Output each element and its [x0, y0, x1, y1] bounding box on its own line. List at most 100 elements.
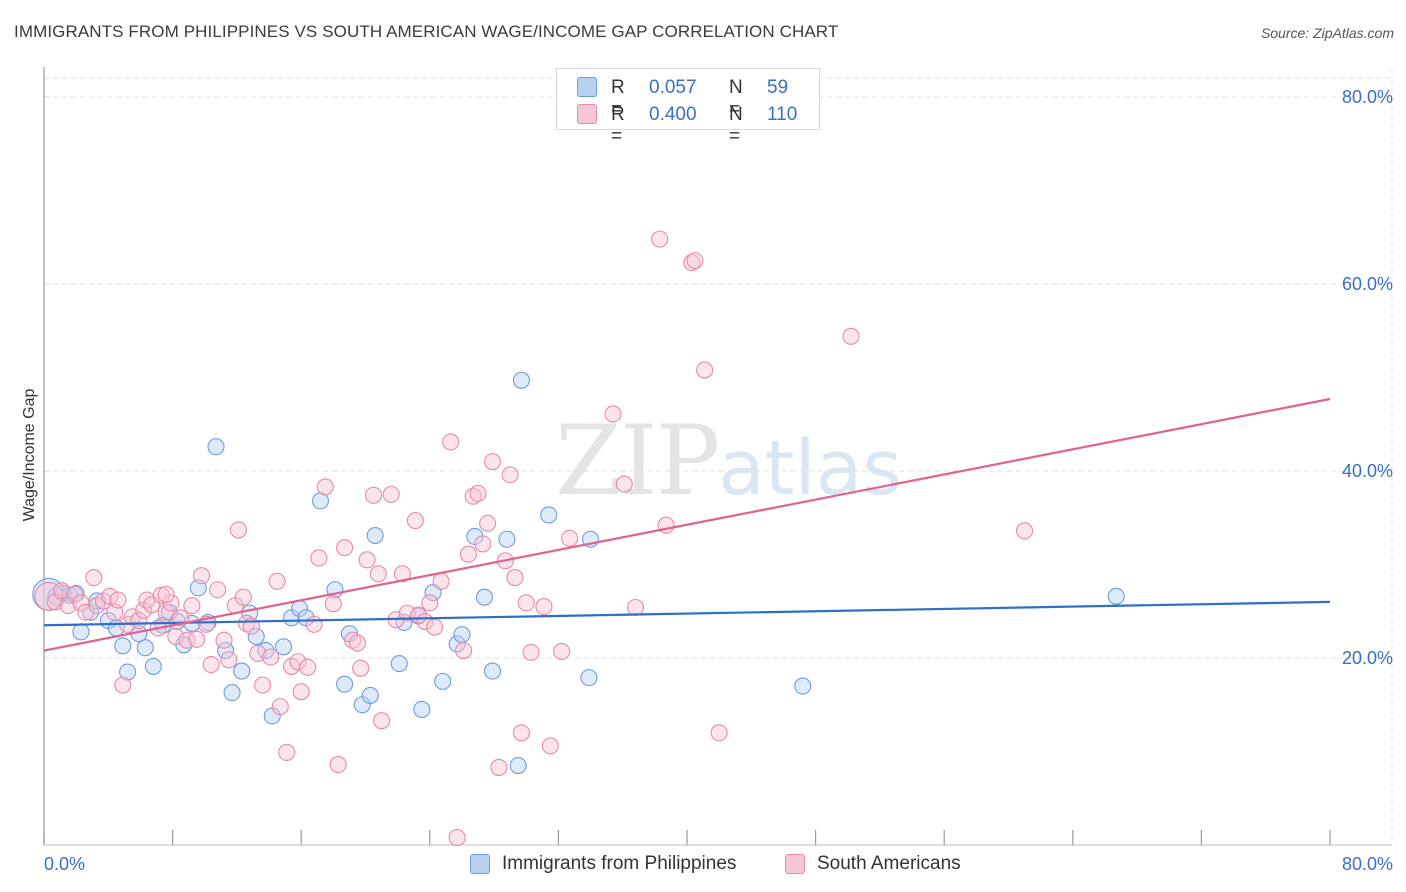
philippines-point: [207, 438, 225, 456]
south-americans-point: [506, 569, 524, 587]
bottom-legend-swatch-blue: [470, 854, 490, 874]
south-americans-point: [316, 478, 334, 496]
south-americans-point: [234, 588, 252, 606]
south-americans-point: [53, 582, 71, 600]
south-americans-point: [167, 627, 185, 646]
philippines-point: [361, 686, 379, 704]
axes: [43, 67, 1392, 846]
philippines-point: [223, 684, 241, 702]
south-americans-point: [432, 572, 450, 590]
south-americans-point: [109, 591, 127, 609]
south-americans-trend-line: [43, 397, 1331, 652]
legend-swatch-pink: [577, 104, 597, 124]
south-americans-point: [237, 614, 256, 632]
south-americans-point: [358, 551, 376, 569]
philippines-point: [794, 677, 812, 695]
y-tick-label: 20.0%: [1342, 648, 1393, 668]
south-americans-point: [474, 535, 492, 553]
south-americans-point: [561, 529, 579, 547]
philippines-point: [136, 639, 154, 657]
south-americans-point: [348, 634, 367, 652]
y-tick-label: 60.0%: [1342, 274, 1393, 294]
south-americans-point: [517, 594, 535, 612]
philippines-point: [114, 637, 132, 655]
south-americans-point: [183, 597, 201, 615]
south-americans-point: [541, 737, 559, 755]
philippines-point: [144, 657, 162, 675]
legend-n-label: N =: [729, 77, 743, 120]
south-americans-point: [162, 594, 180, 612]
south-americans-point: [442, 433, 460, 451]
south-americans-point: [271, 698, 289, 716]
philippines-point: [72, 623, 90, 641]
south-americans-point: [455, 641, 473, 660]
south-americans-point: [292, 683, 310, 701]
south-americans-point: [483, 453, 502, 471]
south-americans-point: [627, 598, 645, 617]
south-americans-point: [535, 598, 553, 616]
y-tick-label: 40.0%: [1342, 461, 1393, 481]
south-americans-point: [305, 615, 323, 633]
south-americans-point: [157, 585, 175, 603]
philippines-trend-line: [43, 600, 1331, 627]
philippines-point: [434, 672, 452, 690]
south-americans-point: [336, 539, 354, 557]
philippines-point: [512, 371, 530, 389]
south-americans-point: [310, 549, 328, 567]
correlation-legend: R = 0.057 N = 59 R = 0.400 N = 110: [556, 68, 820, 147]
philippines-point: [274, 638, 293, 656]
south-americans-point: [220, 651, 238, 669]
south-americans-point: [696, 361, 714, 379]
south-americans-point: [268, 572, 286, 590]
south-americans-point: [373, 712, 391, 730]
legend-r-value: 0.400: [649, 104, 697, 125]
south-americans-point: [114, 676, 132, 694]
south-americans-point: [344, 631, 362, 649]
south-americans-point: [289, 653, 307, 671]
philippines-point: [509, 756, 527, 775]
philippines-point: [453, 626, 471, 644]
philippines-point: [119, 663, 137, 681]
south-americans-point: [299, 658, 317, 676]
south-americans-point: [615, 475, 633, 493]
south-americans-point: [209, 581, 227, 599]
south-americans-point: [459, 545, 477, 563]
philippines-point: [483, 662, 502, 680]
philippines-point: [540, 506, 558, 524]
south-americans-point: [249, 644, 267, 662]
south-americans-point: [501, 466, 519, 484]
bottom-legend-label: South Americans: [817, 853, 961, 874]
philippines-point: [448, 635, 466, 653]
south-americans-point: [421, 594, 439, 612]
south-americans-point: [215, 631, 233, 649]
south-americans-point: [324, 595, 342, 613]
philippines-point: [475, 588, 494, 606]
philippines-point: [580, 669, 598, 687]
south-americans-point: [512, 724, 530, 742]
south-americans-point: [192, 567, 211, 585]
trend-lines: [43, 397, 1331, 652]
philippines-point: [498, 530, 516, 548]
south-americans-point: [85, 569, 103, 587]
philippines-point: [1107, 587, 1125, 605]
south-americans-point: [202, 655, 220, 674]
grid-lines: [44, 70, 1393, 845]
south-americans-point: [369, 565, 387, 583]
south-americans-point: [329, 756, 347, 774]
legend-r-label: R =: [611, 104, 625, 147]
legend-swatch-blue: [577, 77, 597, 97]
y-axis-label: Wage/Income Gap: [21, 388, 38, 522]
tick-labels: 20.0% 40.0% 60.0% 80.0% 0.0% 80.0%: [44, 87, 1393, 874]
south-americans-point: [229, 521, 248, 539]
south-americans-point: [710, 724, 728, 742]
south-americans-point: [522, 643, 540, 661]
south-americans-point: [448, 828, 466, 847]
chart-title: IMMIGRANTS FROM PHILIPPINES VS SOUTH AME…: [14, 22, 839, 41]
philippines-point: [366, 526, 384, 545]
y-tick-label: 80.0%: [1342, 87, 1393, 107]
south-americans-point: [262, 648, 280, 666]
south-americans-point: [1016, 522, 1034, 540]
legend-r-label: R =: [611, 77, 625, 120]
south-americans-point: [604, 405, 622, 423]
